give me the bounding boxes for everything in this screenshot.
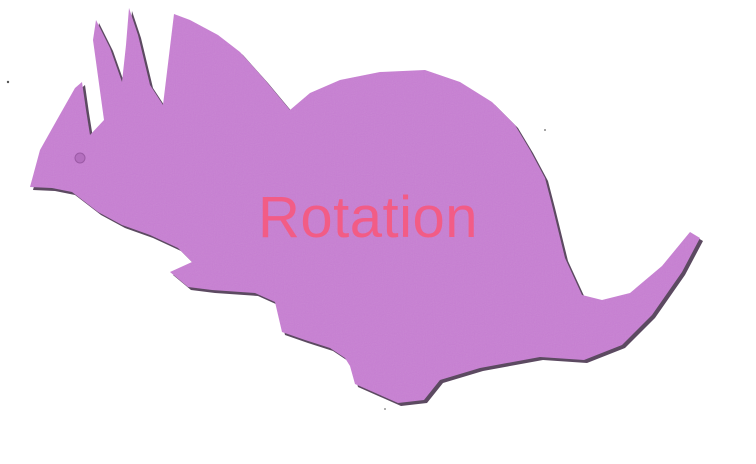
speck [6,80,10,84]
rotation-caption: Rotation [258,185,479,250]
triceratops-body [30,8,700,403]
speck [544,129,546,131]
speck [384,408,386,410]
eye-dot [74,152,86,164]
